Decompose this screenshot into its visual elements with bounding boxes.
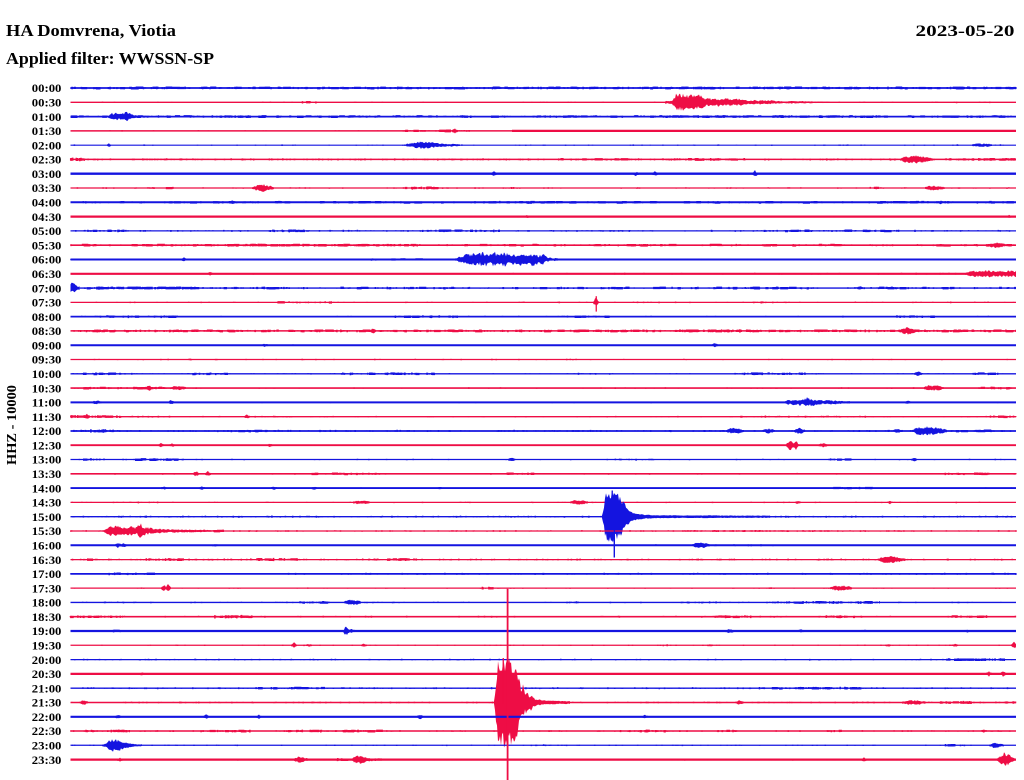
svg-text:14:00: 14:00: [32, 481, 62, 495]
svg-text:09:30: 09:30: [32, 353, 62, 367]
svg-text:22:00: 22:00: [32, 710, 62, 724]
svg-text:18:30: 18:30: [32, 610, 62, 624]
svg-text:Applied filter: WWSSN-SP: Applied filter: WWSSN-SP: [6, 49, 214, 68]
svg-text:03:30: 03:30: [32, 181, 62, 195]
svg-text:19:30: 19:30: [32, 639, 62, 653]
svg-text:15:00: 15:00: [32, 510, 62, 524]
svg-text:10:00: 10:00: [32, 367, 62, 381]
svg-text:05:30: 05:30: [32, 238, 62, 252]
svg-text:02:30: 02:30: [32, 153, 62, 167]
svg-text:23:00: 23:00: [32, 739, 62, 753]
svg-text:06:00: 06:00: [32, 253, 62, 267]
svg-text:12:30: 12:30: [32, 438, 62, 452]
svg-text:06:30: 06:30: [32, 267, 62, 281]
svg-text:HA Domvrena, Viotia: HA Domvrena, Viotia: [6, 21, 177, 40]
svg-text:17:00: 17:00: [32, 567, 62, 581]
svg-text:18:00: 18:00: [32, 596, 62, 610]
svg-text:08:30: 08:30: [32, 324, 62, 338]
svg-text:13:30: 13:30: [32, 467, 62, 481]
svg-text:00:00: 00:00: [32, 81, 62, 95]
svg-text:11:00: 11:00: [32, 396, 62, 410]
svg-text:14:30: 14:30: [32, 496, 62, 510]
svg-text:23:30: 23:30: [32, 753, 62, 767]
svg-text:09:00: 09:00: [32, 338, 62, 352]
svg-text:07:30: 07:30: [32, 296, 62, 310]
svg-text:21:30: 21:30: [32, 696, 62, 710]
svg-text:10:30: 10:30: [32, 381, 62, 395]
svg-text:08:00: 08:00: [32, 310, 62, 324]
svg-text:12:00: 12:00: [32, 424, 62, 438]
svg-text:20:00: 20:00: [32, 653, 62, 667]
svg-text:16:00: 16:00: [32, 539, 62, 553]
svg-text:01:30: 01:30: [32, 124, 62, 138]
svg-text:04:00: 04:00: [32, 196, 62, 210]
svg-text:02:00: 02:00: [32, 138, 62, 152]
svg-text:13:00: 13:00: [32, 453, 62, 467]
svg-text:04:30: 04:30: [32, 210, 62, 224]
svg-text:01:00: 01:00: [32, 110, 62, 124]
svg-text:05:00: 05:00: [32, 224, 62, 238]
svg-text:17:30: 17:30: [32, 581, 62, 595]
svg-text:22:30: 22:30: [32, 724, 62, 738]
svg-text:2023-05-20: 2023-05-20: [916, 23, 1015, 40]
svg-text:15:30: 15:30: [32, 524, 62, 538]
svg-text:00:30: 00:30: [32, 96, 62, 110]
svg-text:20:30: 20:30: [32, 667, 62, 681]
svg-text:21:00: 21:00: [32, 681, 62, 695]
svg-text:19:00: 19:00: [32, 624, 62, 638]
svg-text:HHZ - 10000: HHZ - 10000: [5, 385, 20, 465]
svg-text:16:30: 16:30: [32, 553, 62, 567]
svg-text:07:00: 07:00: [32, 281, 62, 295]
svg-text:03:00: 03:00: [32, 167, 62, 181]
svg-text:11:30: 11:30: [32, 410, 62, 424]
